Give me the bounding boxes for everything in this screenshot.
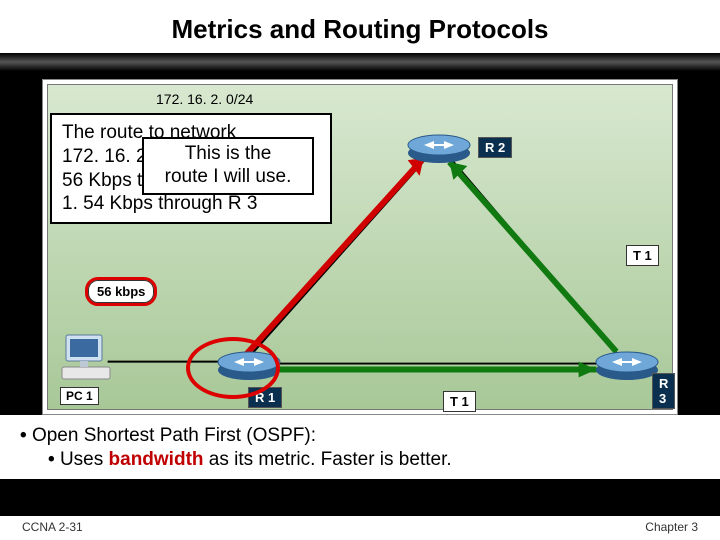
bullet-list: Open Shortest Path First (OSPF): Uses ba… <box>0 415 720 479</box>
callout-small-line2: route I will use. <box>154 166 302 189</box>
router-r3 <box>594 350 660 382</box>
footer-right: Chapter 3 <box>645 520 698 534</box>
network-label: 172. 16. 2. 0/24 <box>156 91 253 107</box>
bullet-1: Open Shortest Path First (OSPF): <box>20 425 700 447</box>
link-t1-r1r3-label: T 1 <box>443 391 476 412</box>
callout-decision: This is the route I will use. <box>142 137 314 195</box>
callout-small-line1: This is the <box>154 143 302 166</box>
bullet-2-keyword: bandwidth <box>109 449 204 470</box>
diagram-bg: 172. 16. 2. 0/24 R 2 R 1 R 3 PC 1 56 kbp… <box>47 84 673 410</box>
pc1 <box>60 333 112 383</box>
footer-left: CCNA 2-31 <box>22 520 83 534</box>
bullet-2: Uses bandwidth as its metric. Faster is … <box>20 449 700 471</box>
router-r3-label: R 3 <box>652 373 675 409</box>
bullet-2-post: as its metric. Faster is better. <box>204 449 452 470</box>
link-56k-label: 56 kbps <box>88 280 154 303</box>
router-r2-label: R 2 <box>478 137 512 158</box>
footer: CCNA 2-31 Chapter 3 <box>0 516 720 540</box>
callout-line4: 1. 54 Kbps through R 3 <box>62 192 320 216</box>
bullet-2-pre: Uses <box>60 449 109 470</box>
title-stripe <box>0 53 720 71</box>
diagram-area: 172. 16. 2. 0/24 R 2 R 1 R 3 PC 1 56 kbp… <box>42 79 678 415</box>
link-t1-r2r3-label: T 1 <box>626 245 659 266</box>
highlight-ellipse <box>186 337 280 399</box>
slide-title: Metrics and Routing Protocols <box>0 0 720 53</box>
pc1-label: PC 1 <box>60 387 99 405</box>
router-r2 <box>406 133 472 165</box>
